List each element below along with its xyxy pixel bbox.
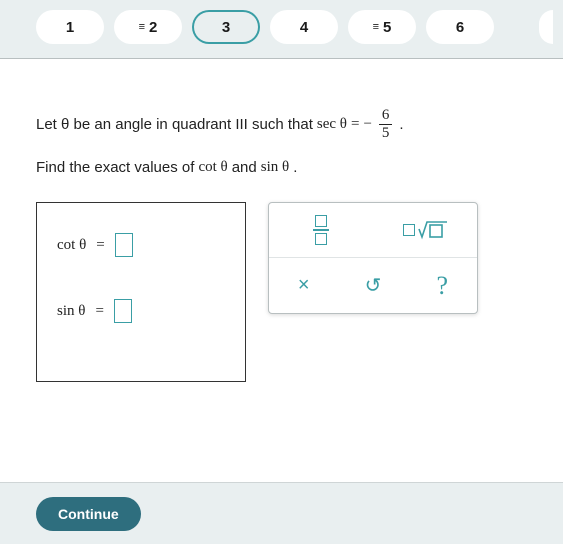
tab-5[interactable]: ≡5	[348, 10, 416, 44]
tab-label: 3	[222, 19, 230, 36]
sec-expression: sec θ	[317, 116, 347, 133]
negative-sign: −	[363, 116, 371, 133]
cot-answer-row: cot θ =	[57, 233, 225, 257]
cot-input[interactable]	[115, 233, 133, 257]
continue-button[interactable]: Continue	[36, 497, 141, 531]
period: .	[399, 116, 403, 133]
tab-label: 1	[66, 19, 74, 36]
answer-box: cot θ = sin θ =	[36, 202, 246, 382]
clear-button[interactable]: ×	[276, 262, 331, 310]
period: .	[293, 159, 297, 176]
equals-sign: =	[95, 303, 103, 320]
fraction-denominator: 5	[379, 125, 393, 142]
reset-icon: ↺	[365, 273, 382, 298]
tool-row-actions: × ↺ ?	[269, 258, 477, 313]
tab-label: 5	[383, 19, 391, 36]
sin-answer-row: sin θ =	[57, 299, 225, 323]
sin-expression: sin θ	[261, 159, 289, 176]
list-marker-icon: ≡	[139, 21, 145, 33]
tab-2[interactable]: ≡2	[114, 10, 182, 44]
tab-label: 6	[456, 19, 464, 36]
cot-label: cot θ	[57, 237, 86, 254]
sqrt-icon	[403, 219, 448, 241]
tab-1[interactable]: 1	[36, 10, 104, 44]
work-area: cot θ = sin θ =	[36, 202, 527, 382]
tab-label: 2	[149, 19, 157, 36]
problem-prefix: Let θ be an angle in quadrant III such t…	[36, 116, 313, 133]
and-text: and	[232, 159, 257, 176]
tab-6[interactable]: 6	[426, 10, 494, 44]
tab-4[interactable]: 4	[270, 10, 338, 44]
reset-button[interactable]: ↺	[345, 262, 400, 310]
sin-input[interactable]	[114, 299, 132, 323]
line2-prefix: Find the exact values of	[36, 159, 194, 176]
close-icon: ×	[298, 274, 310, 297]
tab-next-partial[interactable]	[539, 10, 553, 44]
fraction: 6 5	[379, 107, 393, 141]
fraction-icon	[313, 215, 329, 245]
fraction-template-button[interactable]	[294, 206, 349, 254]
sin-label: sin θ	[57, 303, 85, 320]
equals-sign: =	[351, 116, 359, 133]
footer-bar: Continue	[0, 482, 563, 544]
continue-label: Continue	[58, 506, 119, 522]
tab-label: 4	[300, 19, 308, 36]
cot-expression: cot θ	[198, 159, 227, 176]
fraction-numerator: 6	[379, 107, 393, 125]
help-button[interactable]: ?	[415, 262, 470, 310]
equals-sign: =	[96, 237, 104, 254]
help-icon: ?	[437, 271, 449, 301]
sqrt-template-button[interactable]	[398, 206, 453, 254]
math-tool-panel: × ↺ ?	[268, 202, 478, 314]
problem-statement-line1: Let θ be an angle in quadrant III such t…	[36, 107, 527, 141]
problem-statement-line2: Find the exact values of cot θ and sin θ…	[36, 159, 527, 176]
content-area: Let θ be an angle in quadrant III such t…	[0, 59, 563, 489]
tool-row-templates	[269, 203, 477, 258]
tab-row: 1 ≡2 3 4 ≡5 6	[0, 0, 563, 59]
tab-3[interactable]: 3	[192, 10, 260, 44]
list-marker-icon: ≡	[373, 21, 379, 33]
